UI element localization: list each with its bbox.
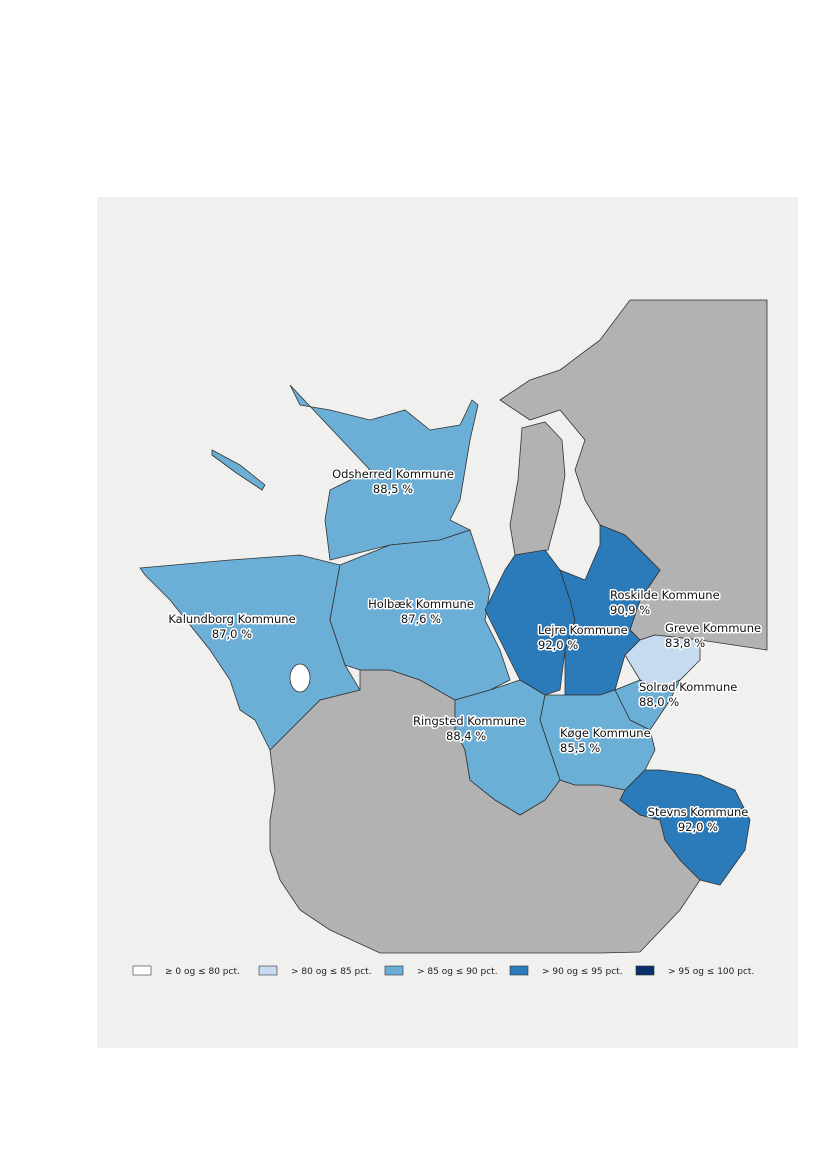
region-name: Køge Kommune — [560, 726, 651, 740]
region-name: Stevns Kommune — [648, 805, 749, 819]
legend-swatch — [509, 965, 529, 976]
region-value: 92,0 % — [538, 638, 578, 652]
legend-swatch — [132, 965, 152, 976]
legend-label: > 85 og ≤ 90 pct. — [417, 967, 498, 977]
region-value: 85,5 % — [560, 741, 600, 755]
legend-swatch — [635, 965, 655, 976]
region-value: 87,6 % — [401, 612, 441, 626]
map — [139, 299, 768, 954]
region-value: 90,9 % — [610, 603, 650, 617]
legend-label: > 80 og ≤ 85 pct. — [291, 967, 372, 977]
region — [329, 529, 511, 701]
region-name: Roskilde Kommune — [610, 588, 720, 602]
island — [211, 449, 266, 491]
region-name: Ringsted Kommune — [413, 714, 525, 728]
legend-swatch — [384, 965, 404, 976]
legend-swatch — [258, 965, 278, 976]
region-value: 88,4 % — [446, 729, 486, 743]
region-name: Kalundborg Kommune — [168, 612, 295, 626]
region-value: 87,0 % — [212, 627, 252, 641]
region-value: 92,0 % — [678, 820, 718, 834]
region-value: 88,0 % — [639, 695, 679, 709]
region-name: Greve Kommune — [665, 621, 761, 635]
region-value: 83,8 % — [665, 636, 705, 650]
region-name: Holbæk Kommune — [368, 597, 474, 611]
region-name: Lejre Kommune — [538, 623, 628, 637]
lake — [289, 663, 311, 693]
legend-label: > 90 og ≤ 95 pct. — [542, 967, 623, 977]
region-name: Solrød Kommune — [639, 680, 737, 694]
region-value: 88,5 % — [373, 482, 413, 496]
region — [139, 554, 361, 751]
legend-label: ≥ 0 og ≤ 80 pct. — [165, 967, 240, 977]
region — [289, 384, 479, 561]
region — [454, 679, 561, 816]
legend-label: > 95 og ≤ 100 pct. — [668, 967, 754, 977]
legend: ≥ 0 og ≤ 80 pct. > 80 og ≤ 85 pct. > 85 og… — [132, 965, 754, 977]
land — [509, 421, 566, 556]
region-name: Odsherred Kommune — [332, 467, 454, 481]
region — [619, 769, 751, 886]
